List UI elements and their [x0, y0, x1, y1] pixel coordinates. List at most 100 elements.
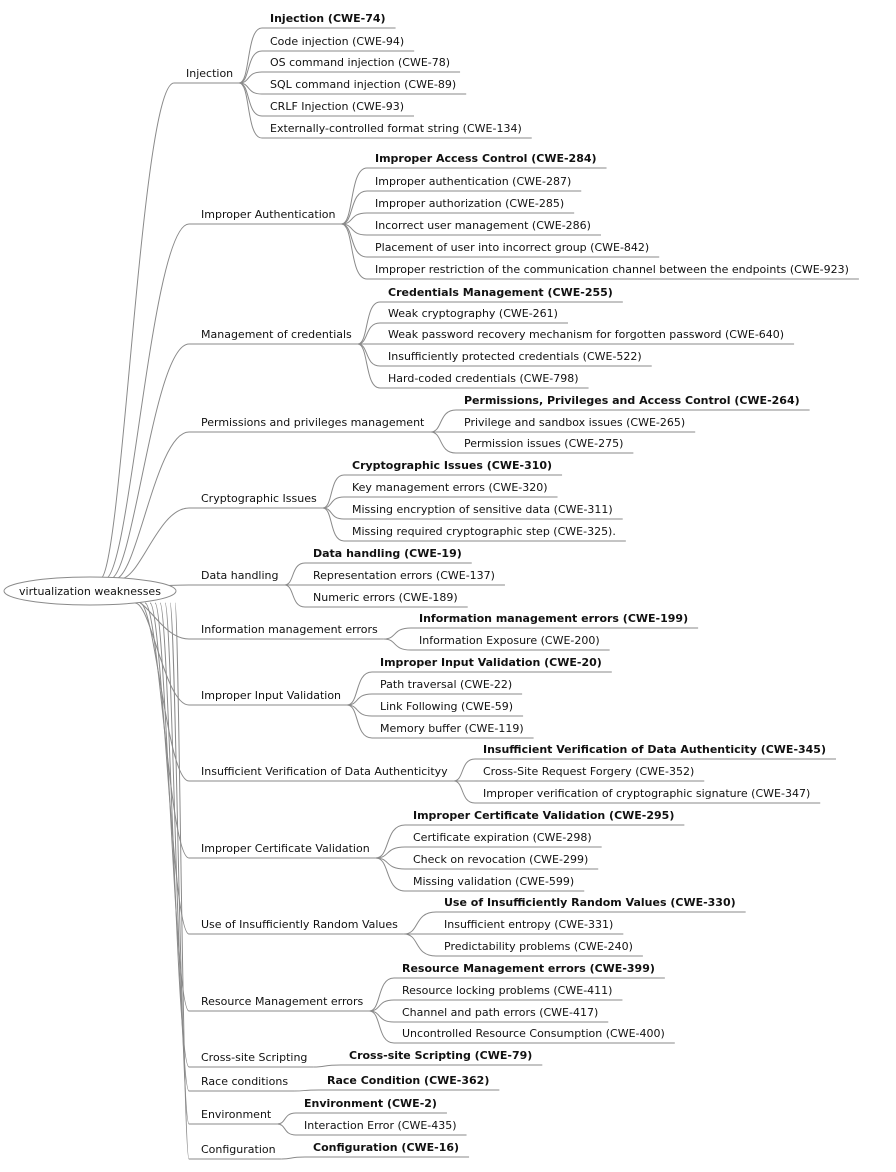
- category-node-label[interactable]: Race conditions: [201, 1075, 288, 1088]
- category-node-label[interactable]: Resource Management errors: [201, 995, 364, 1008]
- child-node-label-primary[interactable]: Race Condition (CWE-362): [327, 1074, 489, 1087]
- category-to-child-edge: [347, 693, 373, 706]
- category-node-label[interactable]: Information management errors: [201, 623, 378, 636]
- child-node-label-primary[interactable]: Cross-site Scripting (CWE-79): [349, 1049, 532, 1062]
- category-to-child-edge: [239, 71, 263, 84]
- child-node-label-primary[interactable]: Environment (CWE-2): [304, 1097, 437, 1110]
- category-to-child-edge: [284, 562, 306, 586]
- category-node-label[interactable]: Cross-site Scripting: [201, 1051, 307, 1064]
- child-node-label[interactable]: Certificate expiration (CWE-298): [413, 831, 592, 844]
- category-to-child-edge: [357, 301, 381, 345]
- category-to-child-edge: [346, 671, 373, 706]
- child-node-label[interactable]: Improper authorization (CWE-285): [375, 197, 564, 210]
- child-node-label[interactable]: Path traversal (CWE-22): [380, 678, 512, 691]
- category-to-child-edge: [369, 977, 395, 1012]
- category-node-label[interactable]: Management of credentials: [201, 328, 352, 341]
- category-to-child-edge: [403, 933, 437, 957]
- root-to-category-edge: [174, 602, 190, 1160]
- child-node-label[interactable]: OS command injection (CWE-78): [270, 56, 450, 69]
- child-node-label[interactable]: Improper restriction of the communicatio…: [375, 263, 849, 276]
- child-node-label[interactable]: Check on revocation (CWE-299): [413, 853, 588, 866]
- child-node-label-primary[interactable]: Injection (CWE-74): [270, 12, 386, 25]
- child-node-label[interactable]: Representation errors (CWE-137): [313, 569, 495, 582]
- category-to-child-edge: [277, 1112, 297, 1125]
- child-node-label[interactable]: Weak password recovery mechanism for for…: [388, 328, 784, 341]
- child-node-label[interactable]: Insufficiently protected credentials (CW…: [388, 350, 642, 363]
- category-to-child-edge: [430, 409, 457, 433]
- child-node-label[interactable]: Improper verification of cryptographic s…: [483, 787, 810, 800]
- child-node-label[interactable]: SQL command injection (CWE-89): [270, 78, 456, 91]
- category-node-label[interactable]: Environment: [201, 1108, 272, 1121]
- root-to-category-edge: [159, 602, 190, 1068]
- child-node-label[interactable]: Missing encryption of sensitive data (CW…: [352, 503, 613, 516]
- child-node-label[interactable]: Privilege and sandbox issues (CWE-265): [464, 416, 685, 429]
- child-node-label[interactable]: Interaction Error (CWE-435): [304, 1119, 457, 1132]
- child-node-label-primary[interactable]: Configuration (CWE-16): [313, 1141, 459, 1154]
- category-to-child-edge: [383, 627, 412, 640]
- child-node-label-primary[interactable]: Permissions, Privileges and Access Contr…: [464, 394, 800, 407]
- category-node-label[interactable]: Cryptographic Issues: [201, 492, 317, 505]
- child-node-label[interactable]: Link Following (CWE-59): [380, 700, 513, 713]
- category-node-label[interactable]: Injection: [186, 67, 233, 80]
- child-node-label-primary[interactable]: Improper Certificate Validation (CWE-295…: [413, 809, 674, 822]
- root-node-ellipse[interactable]: [3, 576, 177, 606]
- category-node-label[interactable]: Improper Input Validation: [201, 689, 341, 702]
- category-node-label[interactable]: Permissions and privileges management: [201, 416, 425, 429]
- child-node-label[interactable]: Predictability problems (CWE-240): [444, 940, 633, 953]
- child-node-label[interactable]: Weak cryptography (CWE-261): [388, 307, 558, 320]
- child-node-label[interactable]: Insufficient entropy (CWE-331): [444, 918, 613, 931]
- category-to-child-edge: [341, 167, 368, 225]
- child-node-label-primary[interactable]: Use of Insufficiently Random Values (CWE…: [444, 896, 736, 909]
- child-node-label-primary[interactable]: Improper Access Control (CWE-284): [375, 152, 597, 165]
- child-node-label-primary[interactable]: Data handling (CWE-19): [313, 547, 462, 560]
- category-to-child-edge: [357, 343, 381, 367]
- child-node-label[interactable]: Missing required cryptographic step (CWE…: [352, 525, 616, 538]
- child-node-label[interactable]: Code injection (CWE-94): [270, 35, 404, 48]
- child-node-label[interactable]: Incorrect user management (CWE-286): [375, 219, 591, 232]
- category-node-label[interactable]: Insufficient Verification of Data Authen…: [201, 765, 448, 778]
- root-to-category-edge: [104, 223, 190, 580]
- category-to-child-edge: [369, 1010, 395, 1044]
- category-to-child-edge: [453, 780, 476, 804]
- child-node-label-primary[interactable]: Cryptographic Issues (CWE-310): [352, 459, 552, 472]
- category-node-label[interactable]: Data handling: [201, 569, 279, 582]
- child-node-label[interactable]: Resource locking problems (CWE-411): [402, 984, 612, 997]
- category-node-label[interactable]: Improper Authentication: [201, 208, 335, 221]
- child-node-label[interactable]: CRLF Injection (CWE-93): [270, 100, 404, 113]
- category-to-child-edge: [341, 212, 368, 225]
- category-node-label[interactable]: Use of Insufficiently Random Values: [201, 918, 398, 931]
- child-node-label[interactable]: Key management errors (CWE-320): [352, 481, 548, 494]
- child-node-label[interactable]: Memory buffer (CWE-119): [380, 722, 524, 735]
- category-to-child-edge: [430, 431, 457, 454]
- category-to-child-edge: [369, 999, 395, 1012]
- child-node-label[interactable]: Missing validation (CWE-599): [413, 875, 574, 888]
- child-node-label-primary[interactable]: Insufficient Verification of Data Authen…: [483, 743, 826, 756]
- child-node-label[interactable]: Permission issues (CWE-275): [464, 437, 623, 450]
- child-node-label-primary[interactable]: Resource Management errors (CWE-399): [402, 962, 655, 975]
- child-node-label[interactable]: Channel and path errors (CWE-417): [402, 1006, 598, 1019]
- child-node-label[interactable]: Placement of user into incorrect group (…: [375, 241, 649, 254]
- child-node-label-primary[interactable]: Improper Input Validation (CWE-20): [380, 656, 602, 669]
- category-to-child-edge: [341, 190, 368, 225]
- category-node-label[interactable]: Configuration: [201, 1143, 276, 1156]
- child-node-label[interactable]: Uncontrolled Resource Consumption (CWE-4…: [402, 1027, 665, 1040]
- root-to-category-edge: [144, 602, 190, 859]
- category-to-child-edge: [284, 584, 306, 608]
- category-node-label[interactable]: Improper Certificate Validation: [201, 842, 370, 855]
- child-node-label[interactable]: Hard-coded credentials (CWE-798): [388, 372, 579, 385]
- child-node-label-primary[interactable]: Credentials Management (CWE-255): [388, 286, 613, 299]
- category-to-child-edge: [453, 758, 476, 782]
- category-to-child-edge: [357, 343, 381, 389]
- root-to-category-edge: [99, 82, 175, 580]
- child-node-label[interactable]: Cross-Site Request Forgery (CWE-352): [483, 765, 694, 778]
- child-node-label[interactable]: Improper authentication (CWE-287): [375, 175, 571, 188]
- child-node-label[interactable]: Numeric errors (CWE-189): [313, 591, 458, 604]
- root-node-label[interactable]: virtualization weaknesses: [19, 585, 161, 598]
- child-node-label[interactable]: Information Exposure (CWE-200): [419, 634, 600, 647]
- category-to-child-edge: [341, 223, 368, 258]
- category-to-child-edge: [322, 496, 345, 509]
- child-node-label[interactable]: Externally-controlled format string (CWE…: [270, 122, 522, 135]
- category-to-child-edge: [313, 1064, 342, 1068]
- child-node-label-primary[interactable]: Information management errors (CWE-199): [419, 612, 688, 625]
